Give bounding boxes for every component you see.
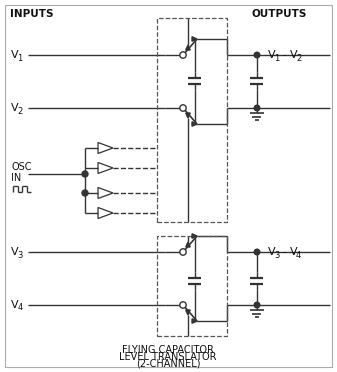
Text: 3: 3 [18, 250, 23, 260]
Text: 2: 2 [18, 106, 23, 115]
Text: 3: 3 [275, 250, 280, 260]
Text: V: V [11, 300, 19, 310]
Text: V: V [11, 103, 19, 113]
Text: 1: 1 [18, 54, 23, 62]
Circle shape [180, 105, 186, 111]
Polygon shape [192, 234, 197, 238]
Circle shape [254, 302, 260, 308]
Text: INPUTS: INPUTS [10, 9, 54, 19]
Bar [157, 18, 227, 222]
Circle shape [180, 302, 186, 308]
Circle shape [254, 52, 260, 58]
Circle shape [82, 190, 88, 196]
Circle shape [254, 105, 260, 111]
Bar [157, 236, 227, 336]
Text: V: V [11, 50, 19, 60]
Circle shape [254, 249, 260, 255]
Text: 1: 1 [275, 54, 280, 62]
Text: OUTPUTS: OUTPUTS [252, 9, 307, 19]
Polygon shape [192, 37, 197, 41]
Text: IN: IN [11, 173, 21, 183]
Text: V: V [11, 247, 19, 257]
Text: - V: - V [279, 50, 298, 60]
Text: 4: 4 [18, 304, 23, 312]
Text: LEVEL TRANSLATOR: LEVEL TRANSLATOR [119, 352, 217, 362]
Text: V: V [268, 247, 276, 257]
Text: 4: 4 [296, 250, 301, 260]
Text: - V: - V [279, 247, 298, 257]
Text: 2: 2 [296, 54, 301, 62]
Text: V: V [268, 50, 276, 60]
Circle shape [82, 171, 88, 177]
Polygon shape [192, 319, 197, 323]
Polygon shape [186, 113, 190, 118]
Text: OSC: OSC [11, 162, 31, 172]
Circle shape [180, 52, 186, 58]
Text: FLYING CAPACITOR: FLYING CAPACITOR [122, 345, 214, 355]
Polygon shape [186, 310, 190, 315]
Polygon shape [186, 242, 190, 247]
Text: (2-CHANNEL): (2-CHANNEL) [136, 359, 200, 369]
Polygon shape [192, 122, 197, 126]
Polygon shape [186, 45, 190, 50]
Circle shape [180, 249, 186, 255]
